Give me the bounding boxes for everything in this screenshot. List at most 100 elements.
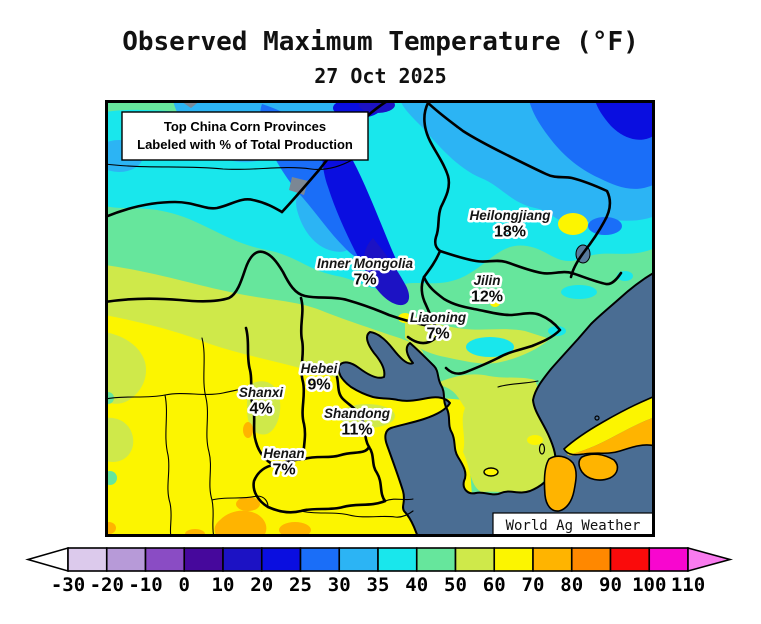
border-korea-dmz bbox=[497, 380, 539, 388]
province-pct-jilin: 12% bbox=[471, 289, 503, 306]
province-label-inner-mongolia: Inner Mongolia bbox=[317, 256, 413, 271]
colorbar-tick--20: -20 bbox=[90, 574, 124, 596]
patch-orange-1 bbox=[214, 510, 267, 537]
province-label-hebei: Hebei bbox=[301, 361, 338, 376]
patch-yg-left2 bbox=[105, 417, 134, 462]
legend-line1: Top China Corn Provinces bbox=[164, 119, 326, 134]
border-henan-loop bbox=[252, 463, 387, 514]
colorbar-swatch-6 bbox=[299, 547, 341, 572]
colorbar-tick-10: 10 bbox=[212, 574, 235, 596]
patch-cyan-liaoning bbox=[548, 326, 566, 336]
colorbar-swatch-4 bbox=[222, 547, 263, 572]
province-pct-liaoning: 7% bbox=[426, 326, 449, 343]
province-pct-shanxi: 4% bbox=[249, 401, 272, 418]
border-thin-jiangsu bbox=[384, 498, 414, 502]
date-subtitle: 27 Oct 2025 bbox=[314, 64, 447, 88]
patch-orange-2 bbox=[236, 497, 260, 511]
border-shanxi-south bbox=[272, 457, 306, 467]
colorbar-tick-80: 80 bbox=[560, 574, 583, 596]
legend-line2: Labeled with % of Total Production bbox=[137, 137, 353, 152]
colorbar-swatch-7 bbox=[338, 547, 379, 572]
patch-yellow-korea-se bbox=[527, 435, 543, 445]
border-russia-mongolia bbox=[105, 198, 284, 219]
map-frame-border bbox=[105, 100, 655, 537]
colorbar-swatch-10 bbox=[454, 547, 496, 572]
region-yellow-south bbox=[105, 315, 475, 537]
japan-honshu-outline bbox=[562, 395, 655, 456]
colorbar-swatch-5 bbox=[260, 547, 302, 572]
province-pct-hebei: 9% bbox=[307, 377, 330, 394]
colorbar-tick-110: 110 bbox=[671, 574, 705, 596]
province-pct-inner-mongolia: 7% bbox=[353, 272, 376, 289]
patch-yg-hebei bbox=[307, 349, 331, 363]
colorbar-swatch-3 bbox=[183, 547, 224, 572]
border-thin-west2 bbox=[164, 394, 172, 537]
colorbar-tick-50: 50 bbox=[444, 574, 467, 596]
colorbar-tick-20: 20 bbox=[250, 574, 273, 596]
colorbar-tick-30: 30 bbox=[328, 574, 351, 596]
border-thin-anhui-river bbox=[300, 510, 414, 518]
colorbar-swatch-9 bbox=[415, 547, 457, 572]
region-deepblue-topright bbox=[595, 100, 655, 140]
tsushima-island bbox=[538, 443, 546, 455]
japan-kyushu bbox=[543, 455, 577, 512]
colorbar-left-arrow bbox=[25, 546, 69, 573]
colorbar-tick-70: 70 bbox=[522, 574, 545, 596]
watermark-text: World Ag Weather bbox=[506, 518, 641, 534]
colorbar-tick-40: 40 bbox=[405, 574, 428, 596]
jeju-island bbox=[483, 467, 499, 477]
small-island bbox=[594, 415, 600, 421]
japan-shikoku bbox=[578, 453, 619, 481]
colorbar-swatch-2 bbox=[144, 547, 186, 572]
colorbar-ticks: -30 -20 -10 0 10 20 25 30 35 40 50 60 70 80 90 100 110 bbox=[51, 574, 705, 596]
patch-orange-5 bbox=[243, 422, 253, 438]
colorbar-tick-0: 0 bbox=[179, 574, 190, 596]
legend-box-bg bbox=[121, 111, 369, 161]
border-shanxi-west bbox=[244, 326, 276, 467]
colorbar-svg: -30 -20 -10 0 10 20 25 30 35 40 50 60 70 80 90 100 110 bbox=[25, 546, 734, 596]
watermark-box: World Ag Weather bbox=[492, 512, 655, 537]
colorbar-swatch-13 bbox=[570, 547, 612, 572]
province-label-shanxi: Shanxi bbox=[239, 385, 284, 400]
province-label-shandong: Shandong bbox=[324, 406, 391, 421]
border-thin-west1 bbox=[105, 387, 247, 400]
colorbar-tick-60: 60 bbox=[483, 574, 506, 596]
colorbar-tick-100: 100 bbox=[632, 574, 666, 596]
border-thin-shaanxi bbox=[201, 337, 215, 537]
colorbar-tick-90: 90 bbox=[599, 574, 622, 596]
colorbar-swatch-0 bbox=[67, 547, 108, 572]
border-jilin-liaoning-yalu bbox=[422, 249, 562, 375]
japan-honshu-orange bbox=[568, 417, 655, 456]
colorbar-tick--10: -10 bbox=[128, 574, 162, 596]
patch-yellow-jilin-s bbox=[490, 299, 500, 307]
patch-orange-3 bbox=[279, 522, 311, 537]
region-blue-midright bbox=[588, 217, 622, 235]
province-pct-shandong: 11% bbox=[341, 422, 372, 439]
border-greatwall-innermongolia bbox=[105, 250, 437, 329]
colorbar-swatch-15 bbox=[648, 547, 689, 572]
japan-honshu-yellow bbox=[564, 396, 655, 455]
border-heilongjiang-jilin bbox=[438, 249, 623, 286]
border-hebei-south bbox=[302, 445, 371, 461]
colorbar-swatch-8 bbox=[377, 547, 418, 572]
region-navy-core bbox=[363, 238, 410, 306]
colorbar-tick-25: 25 bbox=[289, 574, 312, 596]
province-label-liaoning: Liaoning bbox=[410, 310, 467, 325]
border-jilin-innermongolia bbox=[420, 275, 437, 329]
lake-hulun bbox=[289, 177, 308, 195]
colorbar-tick--30: -30 bbox=[51, 574, 85, 596]
border-hebei-coast bbox=[406, 325, 440, 345]
border-shandong-west bbox=[367, 445, 387, 503]
colorbar-tick-35: 35 bbox=[367, 574, 390, 596]
colorbar-swatch-11 bbox=[493, 547, 534, 572]
border-thin-russia-nw bbox=[105, 159, 353, 170]
colorbar-swatch-1 bbox=[105, 547, 147, 572]
legend-box: Top China Corn Provinces Labeled with % … bbox=[121, 111, 369, 161]
patch-yellow-hlj bbox=[558, 213, 588, 235]
colorbar-right-arrow bbox=[687, 546, 734, 573]
province-pct-heilongjiang: 18% bbox=[494, 224, 526, 241]
temperature-map: Heilongjiang 18% Inner Mongolia 7% Jilin 12% L… bbox=[105, 100, 655, 537]
